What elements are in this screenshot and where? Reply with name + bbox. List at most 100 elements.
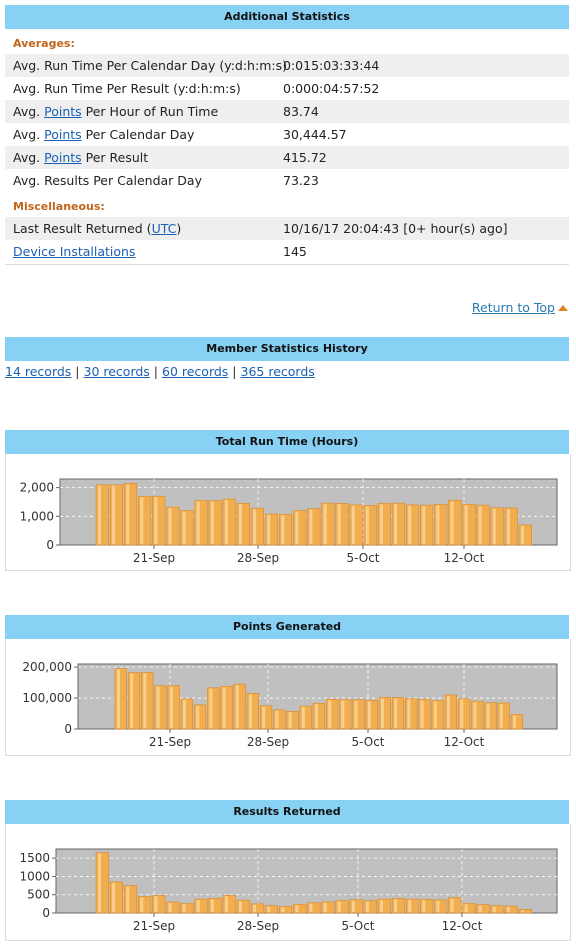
additional-statistics-header: Additional Statistics	[5, 5, 569, 29]
chart-bar-highlight	[182, 904, 186, 912]
records-60-link[interactable]: 60 records	[162, 364, 229, 379]
chart-bar	[484, 702, 497, 730]
device-installations-row: Device Installations 145	[5, 240, 569, 263]
chart-bar-highlight	[183, 699, 186, 728]
chart-bar	[405, 504, 420, 546]
chart-bar-highlight	[140, 497, 144, 544]
utc-link[interactable]: UTC	[151, 221, 177, 236]
chart-bar	[335, 900, 349, 914]
chart-bar	[391, 898, 406, 914]
chart-bar	[457, 698, 471, 730]
chart-bar	[391, 502, 406, 546]
chart-bar	[208, 898, 222, 914]
chart-bar-highlight	[224, 500, 228, 544]
chart-bar	[363, 505, 377, 546]
points-link[interactable]: Points	[44, 150, 82, 165]
chart-bar-highlight	[235, 685, 239, 728]
chart-bar-highlight	[117, 669, 120, 728]
points-link[interactable]: Points	[44, 104, 82, 119]
chart-bar	[349, 899, 363, 914]
chart-bar-highlight	[394, 698, 398, 728]
chart-bar-highlight	[492, 906, 496, 912]
records-14-link[interactable]: 14 records	[5, 364, 72, 379]
chart-bar	[95, 484, 109, 546]
records-365-link[interactable]: 365 records	[240, 364, 315, 379]
chart-bar	[349, 504, 363, 546]
chart-bar-highlight	[408, 900, 412, 912]
chart-bar	[307, 902, 321, 914]
up-arrow-icon	[558, 305, 568, 311]
chart-bar	[166, 901, 180, 914]
chart-bar-highlight	[98, 485, 101, 544]
average-row-label: Avg. Points Per Hour of Run Time	[13, 104, 219, 119]
chart-bar-highlight	[126, 886, 130, 912]
average-row-value: 73.23	[283, 173, 319, 188]
x-tick-label: 28-Sep	[237, 919, 279, 933]
chart-bar	[321, 901, 335, 914]
chart-bar	[462, 503, 476, 546]
chart-bar	[123, 483, 138, 546]
x-tick-label: 21-Sep	[133, 551, 175, 565]
points-link[interactable]: Points	[44, 127, 82, 142]
last-result-label: Last Result Returned (UTC)	[13, 221, 182, 236]
chart-bar-highlight	[450, 898, 454, 912]
chart-bar	[127, 672, 141, 730]
miscellaneous-section-label: Miscellaneous:	[13, 200, 105, 213]
chart-bar-highlight	[210, 899, 214, 912]
chart-bar	[250, 903, 265, 914]
average-row: Avg. Run Time Per Calendar Day (y:d:h:m:…	[5, 54, 569, 77]
chart-bar-highlight	[492, 508, 496, 544]
chart-bar-highlight	[281, 907, 285, 912]
last-result-value: 10/16/17 20:04:43 [0+ hour(s) ago]	[283, 221, 508, 236]
x-tick-label: 21-Sep	[133, 919, 175, 933]
additional-statistics-panel	[5, 29, 569, 265]
chart-bar-highlight	[309, 509, 313, 544]
chart-bar-highlight	[301, 707, 305, 728]
chart-bar-highlight	[422, 900, 426, 912]
chart-bar-highlight	[521, 525, 524, 544]
return-to-top-link[interactable]: Return to Top	[471, 300, 555, 315]
chart-bar	[444, 694, 457, 730]
chart-bar-highlight	[407, 699, 411, 728]
chart-bar	[476, 904, 490, 914]
chart-bar	[448, 897, 462, 914]
chart-bar-highlight	[394, 504, 398, 544]
records-30-link[interactable]: 30 records	[83, 364, 150, 379]
total-run-time-chart-panel: 0 1,000 2,000 21-Sep 28-Sep 5-Oct 12-Oct	[5, 454, 571, 571]
chart-bar	[352, 699, 365, 730]
chart-bar	[504, 905, 518, 914]
chart-bar-highlight	[154, 497, 158, 544]
return-to-top[interactable]: Return to Top	[472, 300, 568, 315]
x-tick-label: 12-Oct	[444, 735, 485, 749]
chart-bar	[434, 899, 448, 914]
chart-bar	[278, 513, 293, 546]
chart-bar	[220, 685, 233, 730]
average-row-label: Avg. Results Per Calendar Day	[13, 173, 202, 188]
chart-bar	[365, 699, 378, 730]
records-separator: |	[71, 364, 84, 379]
results-returned-chart: 0 500 1000 1500 21-Sep 28-Sep 5-Oct 12-Oct	[19, 848, 558, 933]
points-generated-chart: 0 100,000 200,000 21-Sep 28-Sep 5-Oct 12-Oct	[22, 660, 558, 749]
chart-bar-highlight	[513, 715, 516, 728]
average-row-value: 0:000:04:57:52	[283, 81, 380, 96]
chart-bar	[293, 510, 307, 546]
y-tick-label: 500	[27, 888, 50, 902]
chart-bar-highlight	[380, 900, 383, 912]
chart-bar-highlight	[154, 896, 158, 912]
chart-bar-highlight	[168, 508, 172, 544]
y-tick-label: 0	[46, 538, 54, 552]
y-tick-label: 100,000	[22, 691, 72, 705]
chart-bar	[299, 705, 312, 730]
chart-bar-highlight	[420, 700, 424, 728]
chart-bar	[405, 898, 420, 914]
chart-bar	[222, 895, 236, 914]
chart-bar-highlight	[98, 853, 101, 912]
chart-bar-highlight	[433, 701, 437, 728]
chart-bar-highlight	[168, 903, 172, 912]
x-tick-label: 28-Sep	[237, 551, 279, 565]
x-tick-label: 28-Sep	[247, 735, 289, 749]
chart-bar	[152, 895, 166, 914]
average-row-label: Avg. Run Time Per Calendar Day (y:d:h:m:…	[13, 58, 287, 73]
chart-bar	[339, 699, 352, 730]
device-installations-link[interactable]: Device Installations	[13, 244, 136, 259]
